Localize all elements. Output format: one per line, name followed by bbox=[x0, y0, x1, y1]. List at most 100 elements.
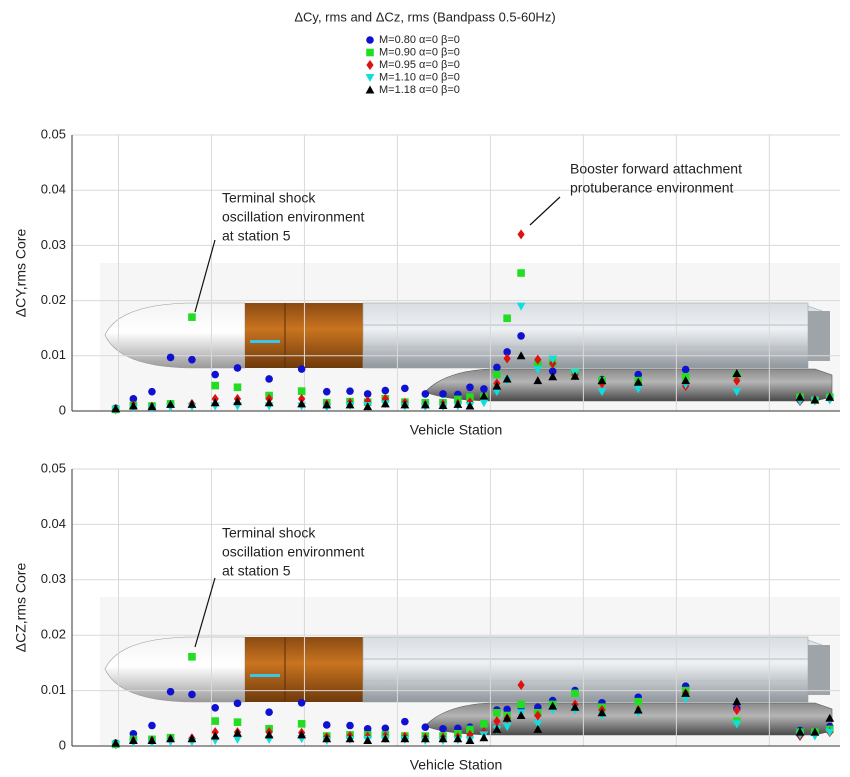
data-point bbox=[479, 733, 489, 742]
data-point bbox=[465, 735, 475, 744]
legend-label: M=0.80 α=0 β=0 bbox=[379, 34, 460, 46]
y-tick-label: 0.03 bbox=[41, 571, 66, 586]
data-point bbox=[732, 368, 742, 377]
y-tick-label: 0 bbox=[59, 737, 66, 752]
y-tick-label: 0.03 bbox=[41, 237, 66, 252]
legend-label: M=1.18 α=0 β=0 bbox=[379, 84, 460, 96]
annotation: at station 5 bbox=[222, 563, 291, 579]
data-point bbox=[479, 399, 489, 408]
data-point bbox=[733, 704, 741, 715]
data-point bbox=[265, 708, 273, 717]
data-point bbox=[517, 700, 525, 709]
annotation: at station 5 bbox=[222, 228, 291, 244]
data-point bbox=[346, 387, 354, 395]
data-point bbox=[548, 372, 558, 381]
data-point bbox=[548, 355, 558, 364]
data-point bbox=[732, 388, 742, 397]
y-tick-label: 0.04 bbox=[41, 516, 66, 531]
data-point bbox=[322, 734, 332, 743]
data-point bbox=[810, 395, 820, 404]
legend-label: M=0.90 α=0 β=0 bbox=[379, 46, 460, 58]
data-point bbox=[148, 387, 156, 396]
data-point bbox=[466, 725, 474, 734]
data-point bbox=[465, 401, 475, 410]
data-point bbox=[421, 723, 430, 731]
data-point bbox=[533, 720, 543, 729]
data-point bbox=[597, 708, 607, 717]
data-point bbox=[825, 392, 835, 401]
annotation-pointer bbox=[194, 239, 216, 313]
data-point bbox=[111, 404, 121, 413]
data-point bbox=[233, 383, 242, 392]
data-point bbox=[111, 738, 121, 747]
data-point bbox=[825, 713, 835, 722]
data-point bbox=[363, 390, 372, 398]
data-point bbox=[128, 401, 138, 410]
data-point bbox=[297, 387, 306, 395]
data-point bbox=[400, 734, 410, 743]
legend-marker bbox=[365, 85, 375, 94]
data-point bbox=[322, 400, 332, 409]
data-point bbox=[453, 399, 463, 408]
data-point bbox=[492, 724, 502, 733]
y-tick-label: 0.02 bbox=[41, 292, 66, 307]
data-point bbox=[166, 353, 175, 362]
data-point bbox=[438, 400, 448, 409]
data-point bbox=[233, 728, 242, 737]
data-point bbox=[502, 374, 512, 383]
data-point bbox=[298, 393, 306, 404]
data-point bbox=[533, 366, 543, 375]
data-point bbox=[571, 689, 579, 698]
data-point bbox=[233, 699, 242, 708]
annotation-pointer bbox=[529, 196, 561, 226]
data-point bbox=[233, 735, 242, 744]
data-point bbox=[533, 724, 543, 733]
data-point bbox=[166, 734, 175, 743]
y-axis-label: ΔCY,rms Core bbox=[13, 229, 29, 318]
data-point bbox=[570, 702, 580, 711]
annotation: oscillation environment bbox=[222, 544, 365, 560]
data-point bbox=[210, 398, 220, 407]
data-point bbox=[493, 370, 501, 379]
data-point bbox=[188, 355, 196, 364]
data-point bbox=[264, 398, 274, 407]
legend-label: M=0.95 α=0 β=0 bbox=[379, 59, 460, 71]
y-tick-label: 0.01 bbox=[41, 347, 66, 362]
data-point bbox=[492, 388, 502, 397]
data-point bbox=[381, 386, 390, 395]
data-point bbox=[733, 375, 741, 386]
data-point bbox=[166, 687, 175, 696]
data-point bbox=[346, 721, 354, 730]
data-point bbox=[148, 721, 156, 730]
data-point bbox=[516, 302, 526, 311]
annotation-pointer bbox=[194, 577, 216, 648]
x-axis-label: Vehicle Station bbox=[410, 422, 503, 438]
data-point bbox=[297, 365, 306, 373]
data-point bbox=[322, 387, 331, 396]
data-point bbox=[233, 364, 242, 372]
data-point bbox=[187, 734, 197, 743]
data-point bbox=[502, 723, 512, 732]
data-point bbox=[516, 711, 526, 720]
data-point bbox=[210, 731, 220, 740]
data-point bbox=[401, 384, 409, 393]
data-point bbox=[297, 399, 307, 408]
data-point bbox=[479, 391, 489, 400]
data-point bbox=[480, 720, 488, 728]
data-point bbox=[322, 721, 331, 729]
data-point bbox=[597, 388, 607, 397]
y-tick-label: 0.01 bbox=[41, 682, 66, 697]
data-point bbox=[439, 725, 447, 733]
x-axis-label: Vehicle Station bbox=[410, 757, 503, 773]
data-point bbox=[363, 735, 373, 744]
data-point bbox=[297, 698, 306, 707]
data-point bbox=[492, 381, 502, 390]
data-point bbox=[503, 353, 511, 364]
y-tick-label: 0.04 bbox=[41, 182, 66, 197]
data-point bbox=[732, 720, 742, 729]
data-point bbox=[147, 735, 157, 744]
data-point bbox=[795, 727, 805, 736]
data-point bbox=[681, 376, 691, 385]
data-point bbox=[188, 653, 196, 661]
